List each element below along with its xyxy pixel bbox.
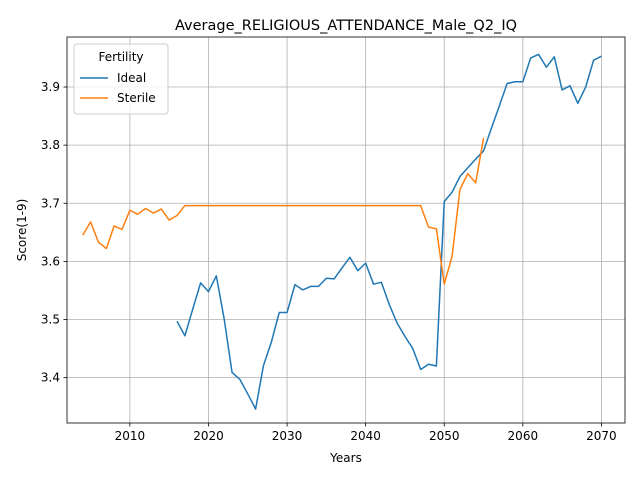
y-tick-label: 3.9 — [41, 80, 60, 94]
chart-title: Average_RELIGIOUS_ATTENDANCE_Male_Q2_IQ — [175, 18, 517, 34]
x-tick-label: 2010 — [115, 429, 146, 443]
legend: Fertility Ideal Sterile — [74, 44, 168, 114]
y-tick-label: 3.6 — [41, 254, 60, 268]
y-tick-label: 3.4 — [41, 371, 60, 385]
y-tick-label: 3.7 — [41, 196, 60, 210]
x-tick-label: 2070 — [586, 429, 617, 443]
y-tick-label: 3.8 — [41, 138, 60, 152]
x-tick-label: 2060 — [508, 429, 539, 443]
legend-title: Fertility — [98, 50, 143, 64]
x-tick-label: 2040 — [350, 429, 381, 443]
y-axis-label: Score(1-9) — [15, 199, 29, 262]
legend-label-ideal: Ideal — [117, 71, 146, 85]
x-tick-label: 2020 — [193, 429, 224, 443]
x-tick-label: 2030 — [272, 429, 303, 443]
x-tick-label: 2050 — [429, 429, 460, 443]
y-tick-label: 3.5 — [41, 313, 60, 327]
x-axis-label: Years — [329, 451, 362, 465]
legend-label-sterile: Sterile — [117, 91, 156, 105]
